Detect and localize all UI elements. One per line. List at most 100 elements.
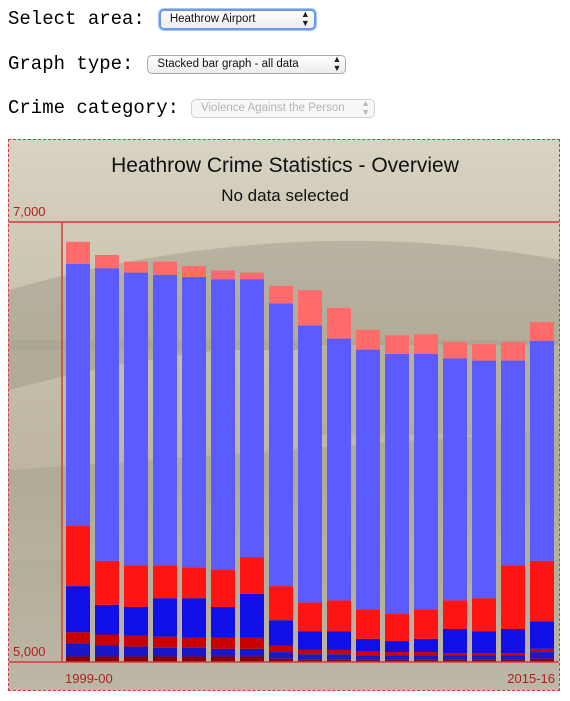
bar-segment-bottom-red[interactable] — [472, 653, 496, 656]
bar-segment-bottom-blue[interactable] — [559, 652, 560, 659]
bar-segment-bottom-red[interactable] — [501, 653, 525, 656]
bar-segment-bottom-blue[interactable] — [443, 655, 467, 660]
bar-segment-base[interactable] — [501, 659, 525, 662]
bar-segment-middle[interactable] — [327, 600, 351, 632]
bar-segment-bottom-red[interactable] — [414, 652, 438, 656]
bar-segment-bottom-red[interactable] — [559, 649, 560, 652]
bar-segment-lower[interactable] — [414, 638, 438, 653]
bar-segment-bottom-blue[interactable] — [95, 645, 119, 657]
bar-segment-upper[interactable] — [501, 360, 525, 566]
bar-segment-base[interactable] — [211, 656, 235, 663]
bar-segment-upper[interactable] — [124, 272, 148, 566]
bar-segment-bottom-blue[interactable] — [66, 643, 90, 657]
bar-segment-middle[interactable] — [240, 557, 264, 594]
bar-segment-bottom-blue[interactable] — [530, 652, 554, 659]
bar-segment-top[interactable] — [443, 341, 467, 359]
bar-segment-bottom-blue[interactable] — [356, 655, 380, 660]
bar-segment-upper[interactable] — [559, 341, 560, 559]
bar-segment-base[interactable] — [95, 656, 119, 663]
bar-segment-bottom-blue[interactable] — [240, 648, 264, 657]
bar-segment-top[interactable] — [66, 241, 90, 264]
bar-segment-bottom-red[interactable] — [443, 653, 467, 656]
bar-segment-bottom-red[interactable] — [530, 648, 554, 653]
bar-segment-upper[interactable] — [182, 277, 206, 568]
bar-segment-middle[interactable] — [530, 560, 554, 622]
bar-segment-top[interactable] — [240, 272, 264, 280]
bar-segment-upper[interactable] — [472, 360, 496, 599]
bar-segment-upper[interactable] — [95, 268, 119, 561]
bar-segment-lower[interactable] — [530, 621, 554, 649]
bar-segment-upper[interactable] — [385, 354, 409, 614]
graph-type-select[interactable]: Stacked bar graph - all data ▲ ▼ — [147, 54, 347, 74]
bar-segment-bottom-red[interactable] — [327, 649, 351, 655]
bar-segment-lower[interactable] — [182, 598, 206, 638]
bar-segment-lower[interactable] — [443, 629, 467, 654]
bar-segment-bottom-red[interactable] — [153, 636, 177, 648]
bar-segment-upper[interactable] — [530, 340, 554, 561]
bar-segment-upper[interactable] — [414, 354, 438, 610]
bar-segment-lower[interactable] — [95, 604, 119, 635]
bar-segment-top[interactable] — [414, 334, 438, 354]
bar-segment-middle[interactable] — [66, 525, 90, 587]
area-select[interactable]: Heathrow Airport ▲ ▼ — [158, 8, 316, 30]
bar-segment-middle[interactable] — [95, 560, 119, 605]
bar-segment-base[interactable] — [240, 656, 264, 663]
bar-segment-lower[interactable] — [153, 598, 177, 637]
bar-segment-middle[interactable] — [269, 586, 293, 621]
crime-category-select[interactable]: Violence Against the Person ▲ ▼ — [191, 98, 376, 118]
bar-segment-top[interactable] — [211, 270, 235, 280]
bar-segment-bottom-red[interactable] — [211, 637, 235, 649]
bar-segment-top[interactable] — [124, 261, 148, 273]
bar-segment-lower[interactable] — [559, 624, 560, 649]
bar-segment-middle[interactable] — [443, 600, 467, 629]
bar-segment-base[interactable] — [385, 659, 409, 662]
bar-segment-top[interactable] — [530, 322, 554, 341]
bar-segment-top[interactable] — [501, 341, 525, 361]
bar-segment-bottom-red[interactable] — [124, 635, 148, 647]
bar-segment-bottom-red[interactable] — [240, 637, 264, 649]
bar-segment-bottom-red[interactable] — [385, 652, 409, 656]
bar-segment-lower[interactable] — [66, 586, 90, 633]
bar-segment-base[interactable] — [414, 659, 438, 662]
bar-segment-middle[interactable] — [501, 565, 525, 629]
bar-segment-middle[interactable] — [124, 565, 148, 607]
bar-segment-upper[interactable] — [327, 338, 351, 601]
bar-segment-upper[interactable] — [269, 303, 293, 587]
bar-segment-middle[interactable] — [153, 565, 177, 599]
bar-segment-upper[interactable] — [443, 358, 467, 601]
bar-segment-base[interactable] — [153, 656, 177, 663]
bar-segment-bottom-blue[interactable] — [153, 647, 177, 657]
bar-segment-top[interactable] — [356, 329, 380, 350]
bar-segment-middle[interactable] — [211, 569, 235, 607]
bar-segment-base[interactable] — [443, 659, 467, 662]
bar-segment-middle[interactable] — [356, 609, 380, 639]
bar-segment-bottom-blue[interactable] — [472, 655, 496, 660]
bar-segment-upper[interactable] — [211, 279, 235, 570]
bar-segment-top[interactable] — [269, 285, 293, 304]
bar-segment-lower[interactable] — [124, 607, 148, 636]
bar-segment-lower[interactable] — [269, 620, 293, 646]
bar-segment-lower[interactable] — [472, 631, 496, 654]
bar-segment-bottom-red[interactable] — [182, 637, 206, 648]
bar-segment-top[interactable] — [95, 255, 119, 269]
bar-segment-upper[interactable] — [356, 349, 380, 610]
bar-segment-middle[interactable] — [385, 613, 409, 642]
bar-segment-base[interactable] — [356, 659, 380, 662]
bar-segment-base[interactable] — [269, 658, 293, 662]
bar-segment-lower[interactable] — [356, 638, 380, 651]
bar-segment-top[interactable] — [182, 266, 206, 277]
bar-segment-upper[interactable] — [66, 263, 90, 526]
bar-segment-lower[interactable] — [385, 641, 409, 653]
bar-segment-bottom-blue[interactable] — [501, 655, 525, 660]
bar-segment-bottom-blue[interactable] — [327, 654, 351, 660]
bar-segment-lower[interactable] — [298, 631, 322, 650]
bar-segment-bottom-blue[interactable] — [211, 648, 235, 657]
bar-segment-bottom-blue[interactable] — [269, 652, 293, 659]
bar-segment-base[interactable] — [327, 659, 351, 662]
bar-segment-top[interactable] — [559, 323, 560, 341]
bar-segment-lower[interactable] — [501, 629, 525, 654]
bar-segment-lower[interactable] — [211, 607, 235, 638]
bar-segment-base[interactable] — [124, 656, 148, 663]
bar-segment-middle[interactable] — [182, 567, 206, 599]
bar-segment-bottom-red[interactable] — [298, 649, 322, 655]
